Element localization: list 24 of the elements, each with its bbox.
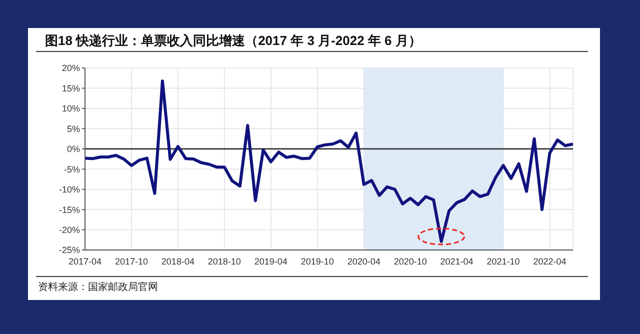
chart-title: 图18 快递行业：单票收入同比增速（2017 年 3 月-2022 年 6 月）	[45, 32, 422, 50]
y-tick-label: 5%	[66, 124, 80, 134]
x-tick-label: 2022-04	[533, 256, 566, 266]
y-tick-label: 0%	[66, 144, 80, 154]
x-tick-label: 2018-10	[208, 256, 241, 266]
x-tick-label: 2021-04	[440, 256, 474, 266]
x-tick-label: 2021-10	[486, 256, 520, 266]
y-tick-label: 15%	[62, 83, 80, 94]
x-tick-label: 2017-10	[114, 256, 148, 266]
x-tick-label: 2018-04	[161, 256, 194, 266]
x-tick-label: 2019-04	[254, 256, 288, 266]
y-tick-label: -5%	[64, 164, 80, 174]
y-tick-label: -20%	[58, 224, 80, 235]
y-tick-label: 10%	[62, 104, 80, 114]
x-tick-label: 2020-04	[347, 256, 380, 266]
y-tick-label: -10%	[58, 184, 80, 195]
y-tick-label: -15%	[58, 204, 80, 215]
x-tick-label: 2020-10	[394, 256, 427, 266]
x-tick-label: 2019-10	[300, 256, 334, 266]
x-tick-label: 2017-04	[68, 256, 102, 266]
y-tick-label: -25%	[58, 245, 80, 256]
y-tick-label: 20%	[62, 63, 80, 74]
line-series	[85, 79, 573, 244]
text: 资料来源：国家邮政局官网	[38, 280, 158, 294]
